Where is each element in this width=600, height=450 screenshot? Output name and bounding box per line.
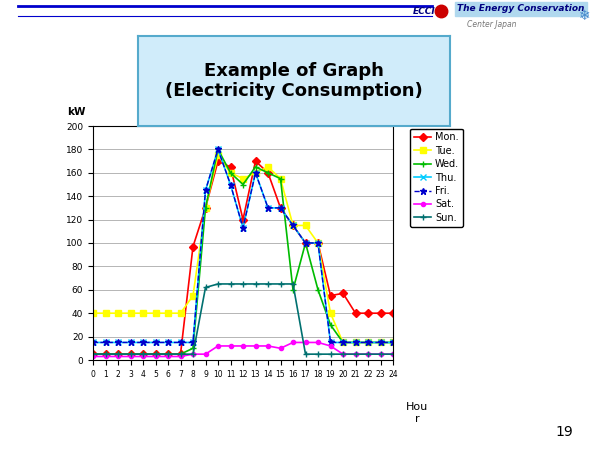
- Text: Center Japan: Center Japan: [467, 20, 516, 29]
- Text: ❄: ❄: [579, 9, 591, 23]
- Legend: Mon., Tue., Wed., Thu., Fri., Sat., Sun.: Mon., Tue., Wed., Thu., Fri., Sat., Sun.: [410, 129, 463, 227]
- Text: The Energy Conservation: The Energy Conservation: [457, 4, 584, 13]
- Text: 19: 19: [555, 425, 573, 439]
- Text: Hou
r: Hou r: [406, 402, 428, 424]
- Text: kW: kW: [67, 107, 86, 117]
- Text: Example of Graph
(Electricity Consumption): Example of Graph (Electricity Consumptio…: [165, 62, 423, 100]
- Text: ECCI: ECCI: [413, 6, 436, 15]
